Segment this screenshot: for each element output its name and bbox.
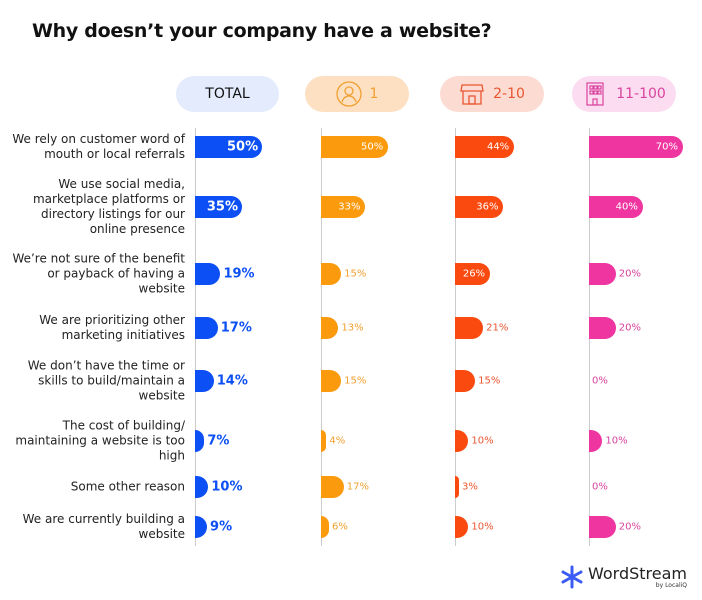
data-label: 17% [346,481,369,493]
data-label: 6% [332,521,348,533]
office-building-icon [582,81,616,107]
storefront-icon [459,81,493,107]
data-label: 15% [344,268,367,280]
bar [195,136,262,158]
data-label: 3% [462,481,478,493]
legend-label: TOTAL [205,86,250,102]
data-label: 35% [206,199,239,215]
bar [455,476,460,498]
data-label: 33% [338,201,361,213]
bar [195,430,205,452]
bar [589,196,643,218]
bar [195,516,208,538]
data-label: 20% [618,322,642,334]
bar [589,263,616,285]
data-label: 13% [341,322,364,334]
category-label: The cost of building/ maintaining a webs… [15,418,185,463]
data-label: 4% [329,435,346,447]
legend-label: 2-10 [493,86,525,102]
bar [321,317,339,339]
data-label: 15% [344,375,367,387]
wordstream-star-icon [561,565,583,589]
data-label: 21% [486,322,509,334]
category-label: We’re not sure of the benefit or payback… [12,251,185,296]
bar [589,430,603,452]
bar [455,516,469,538]
legend-pill-total: TOTAL [176,76,279,112]
bar [321,516,330,538]
data-label: 20% [618,521,642,533]
bar [455,370,476,392]
category-label: We are prioritizing other marketing init… [39,313,185,342]
category-label: We don’t have the time or skills to buil… [27,358,185,403]
data-label: 50% [227,139,259,155]
data-label: 10% [471,435,494,447]
bar [455,317,484,339]
brand-sub: by LocaliQ [655,581,688,589]
legend-pill-2-10: 2-10 [440,76,544,112]
data-label: 70% [655,141,679,153]
data-label: 7% [207,433,230,449]
data-label: 50% [361,141,384,153]
person-icon [335,81,370,107]
data-label: 36% [476,201,499,213]
bar [195,263,221,285]
chart-title: Why doesn’t your company have a website? [32,20,492,42]
bar [589,136,683,158]
legend-pill-1: 1 [305,76,409,112]
data-label: 0% [592,481,608,493]
data-label: 20% [618,268,642,280]
data-label: 44% [486,141,510,153]
data-label: 40% [615,201,638,213]
category-label: We are currently building a website [22,512,185,541]
bar [321,136,388,158]
bar [195,196,242,218]
data-label: 10% [211,479,243,495]
bar [321,263,342,285]
bar [455,263,490,285]
bar [321,430,327,452]
bar [321,370,342,392]
data-label: 15% [478,375,501,387]
legend-pill-11-100: 11-100 [572,76,676,112]
bar [321,196,366,218]
data-label: 19% [223,266,255,282]
category-label: Some other reason [70,479,185,494]
bar [589,317,616,339]
data-label: 10% [471,521,494,533]
legend-label: 1 [369,86,379,102]
brand-name: WordStream [588,563,688,583]
bar [321,476,344,498]
bar [195,370,214,392]
wordstream-logo: WordStream by LocaliQ [560,565,687,589]
data-label: 17% [220,320,252,336]
category-label: We rely on customer word of mouth or loc… [12,132,185,161]
bar [195,317,218,339]
bar [455,196,504,218]
data-label: 26% [462,268,486,280]
bar [455,136,514,158]
data-label: 0% [592,375,608,387]
bar [455,430,469,452]
data-label: 14% [216,373,248,389]
bar [195,476,209,498]
bar [589,516,616,538]
data-label: 10% [605,435,628,447]
data-label: 9% [210,519,233,535]
legend-label: 11-100 [616,86,666,102]
category-label: We use social media, marketplace platfor… [32,177,185,236]
